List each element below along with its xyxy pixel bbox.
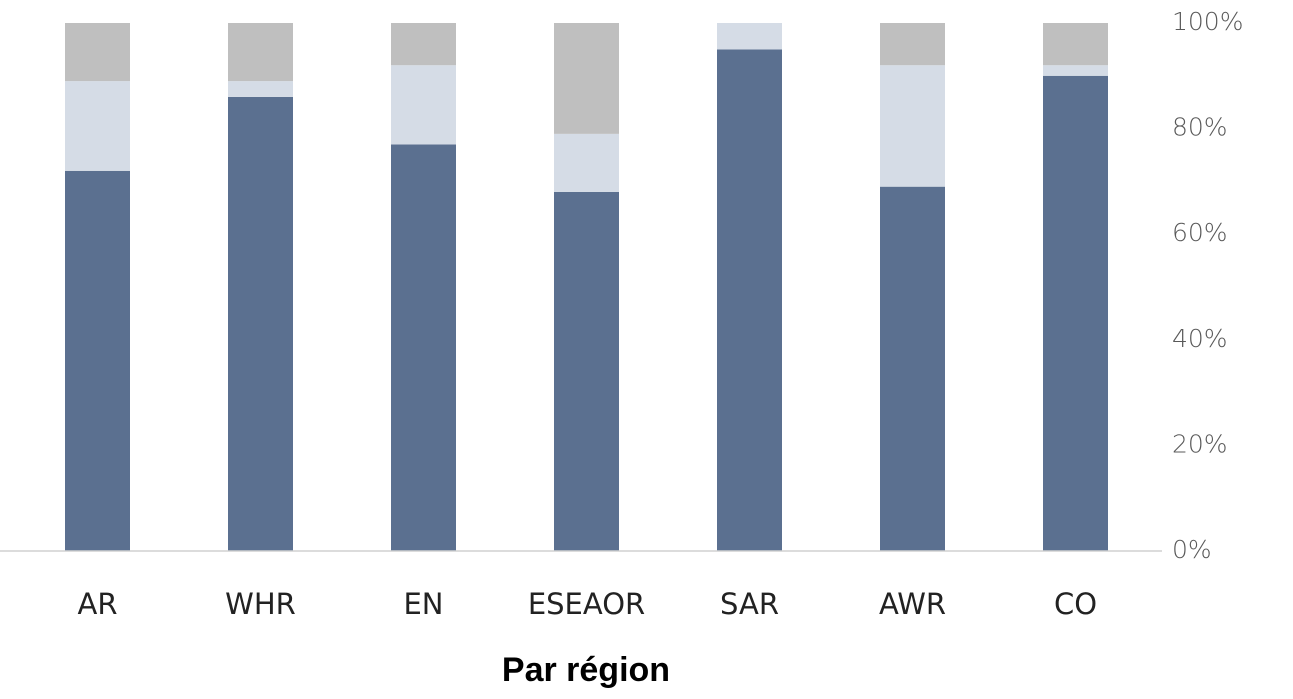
x-tick-label: EN bbox=[403, 587, 443, 621]
x-tick-label: SAR bbox=[720, 587, 779, 621]
bar-segment bbox=[717, 49, 782, 552]
bar-segment bbox=[228, 96, 293, 552]
y-tick-label: 20% bbox=[1172, 429, 1228, 458]
bar-segment bbox=[554, 191, 619, 551]
chart-title: Par région bbox=[502, 651, 670, 689]
y-tick-label: 60% bbox=[1172, 218, 1228, 247]
x-tick-label: AWR bbox=[879, 587, 946, 621]
bar-segment bbox=[554, 23, 619, 134]
x-tick-label: ESEAOR bbox=[528, 587, 645, 621]
y-tick-label: 0% bbox=[1172, 535, 1212, 564]
y-tick-label: 40% bbox=[1172, 324, 1228, 353]
y-tick-label: 80% bbox=[1172, 113, 1228, 142]
bar-segment bbox=[554, 133, 619, 192]
x-tick-label: AR bbox=[78, 587, 118, 621]
bar-segment bbox=[1043, 23, 1108, 66]
bar-segment bbox=[228, 81, 293, 97]
bar-segment bbox=[880, 186, 945, 551]
bar-segment bbox=[880, 65, 945, 187]
bar-segment bbox=[717, 23, 782, 50]
bar-segment bbox=[65, 23, 130, 82]
bar-segment bbox=[391, 144, 456, 551]
x-tick-label: WHR bbox=[225, 587, 296, 621]
y-tick-label: 100% bbox=[1172, 7, 1243, 36]
bar-segment bbox=[65, 81, 130, 171]
bar-segment bbox=[65, 170, 130, 551]
bar-segment bbox=[228, 23, 293, 82]
x-tick-label: CO bbox=[1054, 587, 1097, 621]
bar-segment bbox=[391, 23, 456, 66]
bar-segment bbox=[1043, 65, 1108, 76]
bar-segment bbox=[1043, 75, 1108, 552]
bar-segment bbox=[880, 23, 945, 66]
bar-segment bbox=[391, 65, 456, 145]
